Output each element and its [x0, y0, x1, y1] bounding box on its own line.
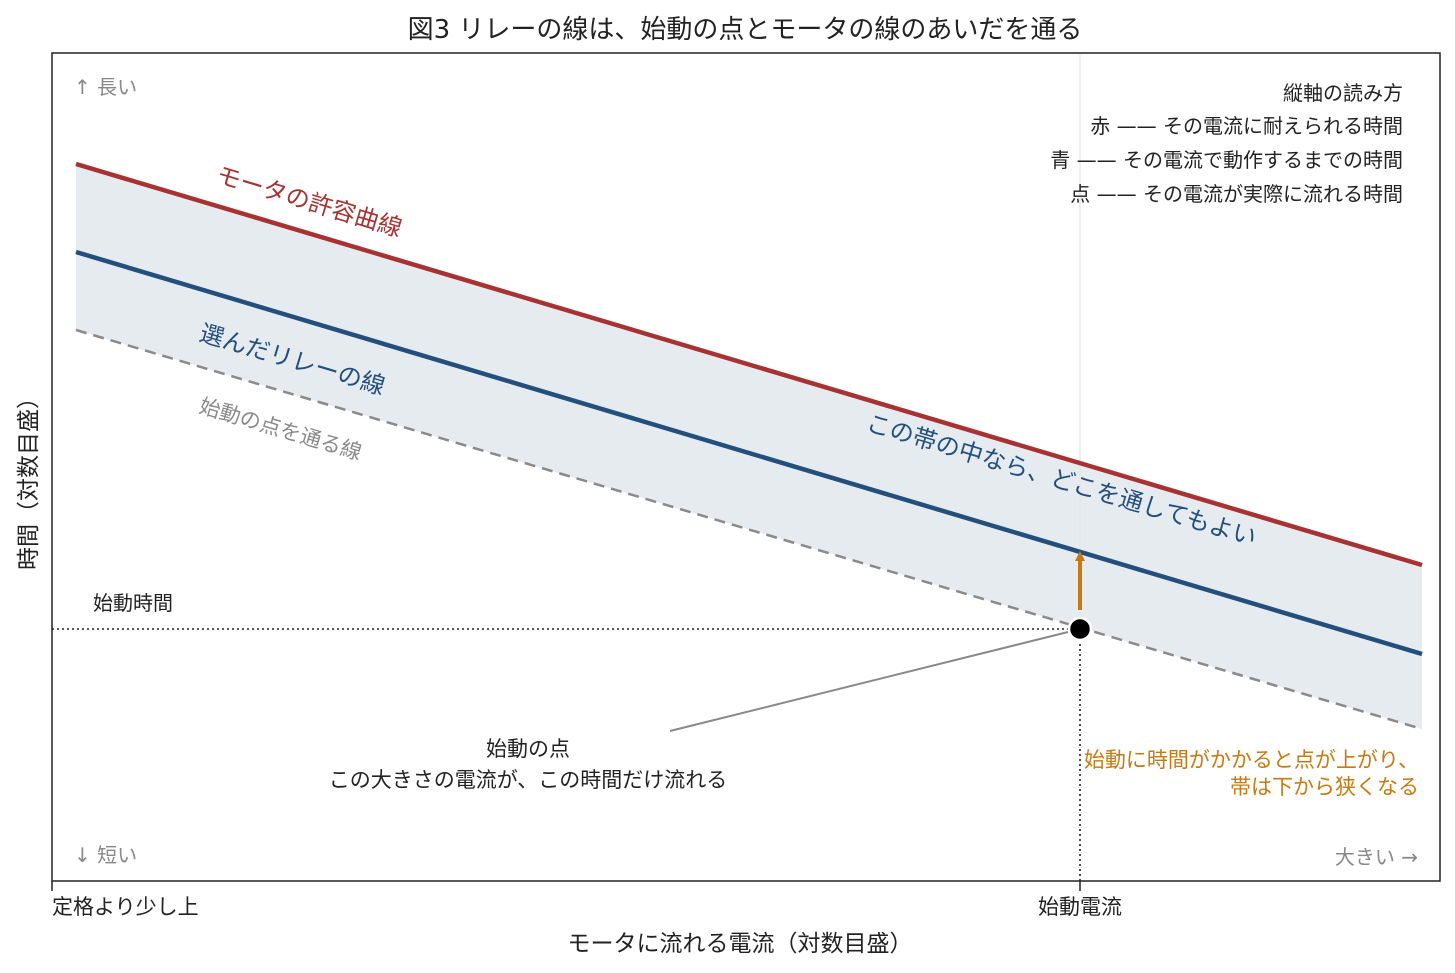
- diagram-title: 図3 リレーの線は、始動の点とモータの線のあいだを通る: [408, 15, 1083, 45]
- legend-text-red: その電流に耐えられる時間: [1163, 114, 1403, 138]
- start-time-label: 始動時間: [93, 591, 173, 615]
- legend-title: 縦軸の読み方: [1283, 81, 1403, 105]
- motor-curve: [75, 161, 1423, 568]
- relay-line: [75, 249, 1423, 657]
- y-long-hint: ↑ 長い: [74, 75, 137, 99]
- x-tick-start-label: 始動電流: [1038, 895, 1122, 919]
- legend-item-dot: 点 —— その電流が実際に流れる時間: [1070, 182, 1403, 206]
- y-short-hint: ↓ 短い: [74, 843, 137, 867]
- legend-item-blue: 青 —— その電流で動作するまでの時間: [1050, 148, 1403, 172]
- x-tick-left-label: 定格より少し上: [52, 895, 199, 919]
- legend-key-dot: 点: [1070, 182, 1090, 206]
- y-axis-label: 時間（対数目盛）: [16, 386, 42, 570]
- legend-item-red: 赤 —— その電流に耐えられる時間: [1090, 114, 1403, 138]
- x-axis-label: モータに流れる電流（対数目盛）: [568, 931, 913, 957]
- point-annotation-title: 始動の点: [486, 737, 570, 761]
- legend-dash-blue: ——: [1077, 148, 1117, 172]
- legend-dash-red: ——: [1117, 114, 1157, 138]
- legend-dash-dot: ——: [1097, 182, 1137, 206]
- point-leader-line: [669, 631, 1069, 732]
- legend-key-red: 赤: [1090, 114, 1110, 138]
- legend-key-blue: 青: [1050, 148, 1070, 172]
- plot-frame: [51, 52, 1441, 882]
- shift-annotation-line1: 始動に時間がかかると点が上がり、: [1084, 748, 1419, 772]
- point-annotation-text: この大きさの電流が、この時間だけ流れる: [329, 768, 728, 792]
- x-large-hint: 大きい →: [1335, 845, 1418, 869]
- legend-text-dot: その電流が実際に流れる時間: [1143, 182, 1403, 206]
- shift-annotation-line2: 帯は下から狭くなる: [1230, 775, 1419, 799]
- allowed-band: [76, 164, 1422, 729]
- legend-text-blue: その電流で動作するまでの時間: [1123, 148, 1403, 172]
- start-point-dot: [1067, 616, 1093, 642]
